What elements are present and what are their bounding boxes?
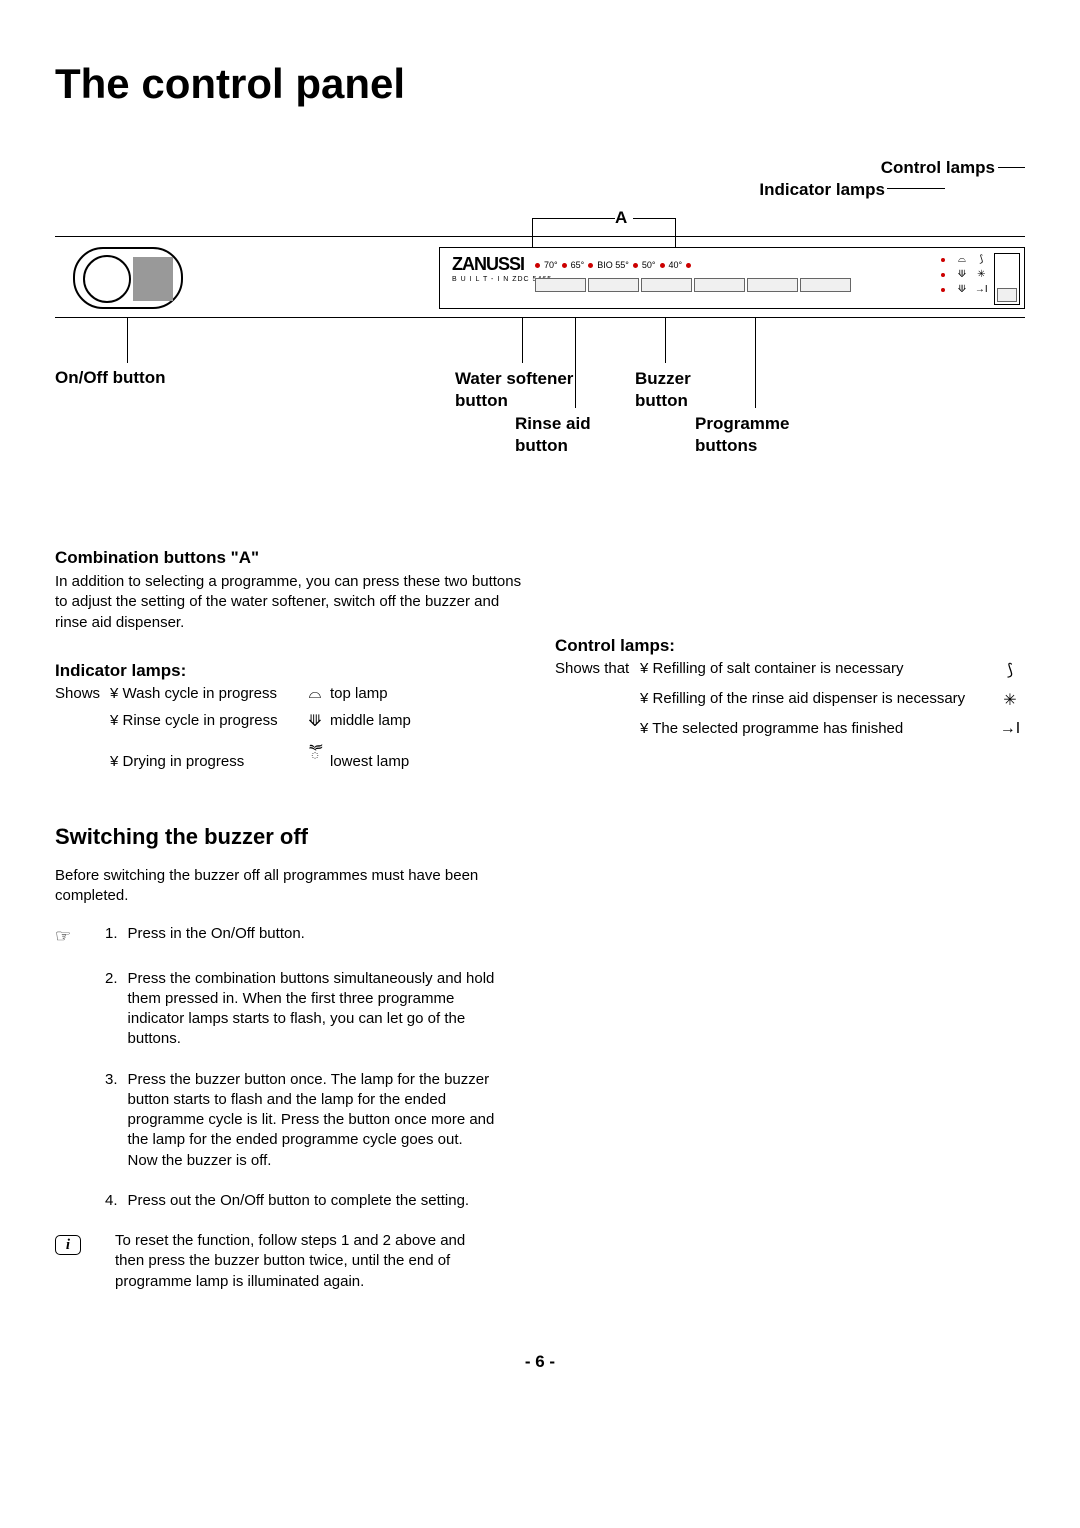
control-lamps-title: Control lamps: xyxy=(555,636,1025,656)
shows-label: Shows xyxy=(55,685,110,702)
shows-that-label: Shows that xyxy=(555,660,640,677)
end-button-graphic xyxy=(994,253,1020,305)
end-arrow-icon: →I xyxy=(995,720,1025,738)
wash-icon: ⌓ xyxy=(300,685,330,703)
step-2: Press the combination buttons simultaneo… xyxy=(128,969,495,1050)
control-row-1: ¥ Reﬁlling of the rinse aid dispenser is… xyxy=(640,690,995,707)
buzzer-label: Buzzerbutton xyxy=(635,368,691,412)
indicator-lamps-title: Indicator lamps: xyxy=(55,661,525,681)
rinseaid-icon: ✳ xyxy=(995,690,1025,710)
page-number: - 6 - xyxy=(55,1352,1025,1372)
rinseaid-icon: ✳ xyxy=(977,269,985,280)
hand-icon: ☞ xyxy=(55,924,95,948)
lamp-grid: ⌓ ⟆ ⟱ ✳ ⟱ →I xyxy=(935,254,989,295)
brand-name: ZANUSSI xyxy=(452,254,524,275)
onoff-button-graphic xyxy=(73,247,183,309)
brand-panel: ZANUSSI B U I L T - I N ZDC 5465 70° 65°… xyxy=(439,247,1025,309)
rinse-icon: ⟱ xyxy=(300,711,330,731)
step-4: Press out the On/Off button to complete … xyxy=(128,1191,495,1211)
rinse-icon: ⟱ xyxy=(958,269,966,280)
combination-title: Combination buttons "A" xyxy=(55,548,525,568)
step-3: Press the buzzer button once. The lamp f… xyxy=(128,1070,495,1171)
programme-buttons-graphic xyxy=(535,278,851,292)
indicator-lamps-label: Indicator lamps xyxy=(759,180,885,200)
water-softener-label: Water softenerbutton xyxy=(455,368,573,412)
page-title: The control panel xyxy=(55,60,1025,108)
dry-icon: ཽ xyxy=(300,739,330,784)
onoff-label: On/Off button xyxy=(55,368,165,388)
reset-text: To reset the function, follow steps 1 an… xyxy=(115,1231,495,1292)
control-row-0: ¥ Reﬁlling of salt container is necessar… xyxy=(640,660,995,677)
buzzer-intro: Before switching the buzzer off all prog… xyxy=(55,866,535,907)
programme-label: Programmebuttons xyxy=(695,413,789,457)
step-1: Press in the On/Off button. xyxy=(128,924,495,948)
control-row-2: ¥ The selected programme has ﬁnished xyxy=(640,720,995,737)
control-panel-diagram: Control lamps Indicator lamps A ZANUSSI … xyxy=(55,158,1025,488)
combination-text: In addition to selecting a programme, yo… xyxy=(55,572,525,633)
end-icon: →I xyxy=(975,284,988,295)
indicator-row-1: ¥ Rinse cycle in progress xyxy=(110,712,300,729)
dry-icon: ⟱ xyxy=(958,284,966,295)
panel-body: ZANUSSI B U I L T - I N ZDC 5465 70° 65°… xyxy=(55,236,1025,318)
control-lamps-label: Control lamps xyxy=(881,158,995,178)
rinse-aid-label: Rinse aidbutton xyxy=(515,413,591,457)
salt-icon: ⟆ xyxy=(979,254,983,265)
salt-icon: ⟆ xyxy=(995,660,1025,680)
indicator-row-0: ¥ Wash cycle in progress xyxy=(110,685,300,702)
info-icon: i xyxy=(55,1235,81,1255)
program-labels: 70° 65° BIO 55° 50° 40° xyxy=(535,260,695,270)
combination-a-label: A xyxy=(615,208,627,228)
buzzer-title: Switching the buzzer off xyxy=(55,824,1025,850)
wash-icon: ⌓ xyxy=(958,254,966,265)
indicator-row-2: ¥ Drying in progress xyxy=(110,753,300,770)
